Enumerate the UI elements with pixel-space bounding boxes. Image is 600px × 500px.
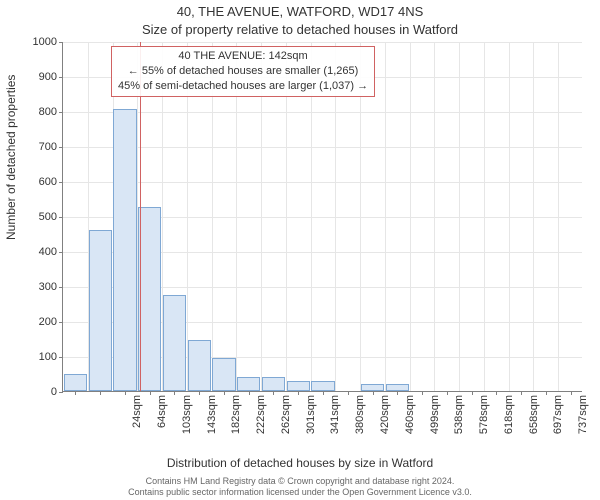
- ytick-label: 500: [39, 211, 63, 223]
- histogram-bar: [138, 207, 161, 391]
- xtick-mark: [323, 391, 324, 395]
- histogram-bar: [386, 384, 409, 391]
- xtick-mark: [273, 391, 274, 395]
- histogram-bar: [163, 295, 186, 391]
- xtick-mark: [249, 391, 250, 395]
- xtick-mark: [125, 391, 126, 395]
- histogram-bar: [188, 340, 211, 391]
- gridline-v: [484, 42, 485, 391]
- histogram-bar: [361, 384, 384, 391]
- histogram-bar: [89, 230, 112, 391]
- xtick-label: 737sqm: [577, 391, 589, 443]
- xtick-label: 64sqm: [156, 391, 168, 443]
- xtick-mark: [199, 391, 200, 395]
- histogram-bar: [113, 109, 136, 391]
- xtick-label: 143sqm: [206, 391, 218, 443]
- xtick-label: 697sqm: [552, 391, 564, 443]
- xtick-mark: [422, 391, 423, 395]
- xtick-mark: [100, 391, 101, 395]
- gridline-v: [434, 42, 435, 391]
- plot-area: 0100200300400500600700800900100024sqm64s…: [62, 42, 582, 392]
- xtick-label: 341sqm: [329, 391, 341, 443]
- chart-title-sub: Size of property relative to detached ho…: [0, 22, 600, 37]
- xtick-mark: [373, 391, 374, 395]
- ytick-label: 300: [39, 281, 63, 293]
- xtick-label: 103sqm: [181, 391, 193, 443]
- gridline-v: [509, 42, 510, 391]
- ytick-label: 200: [39, 316, 63, 328]
- xtick-mark: [447, 391, 448, 395]
- y-axis-label: Number of detached properties: [4, 75, 18, 240]
- xtick-mark: [496, 391, 497, 395]
- xtick-label: 420sqm: [379, 391, 391, 443]
- ytick-label: 1000: [33, 36, 63, 48]
- ytick-label: 0: [51, 386, 63, 398]
- gridline-v: [533, 42, 534, 391]
- xtick-mark: [397, 391, 398, 395]
- annotation-line-3: 45% of semi-detached houses are larger (…: [118, 79, 368, 94]
- histogram-bar: [311, 381, 334, 392]
- annotation-line-1: 40 THE AVENUE: 142sqm: [118, 49, 368, 64]
- xtick-label: 301sqm: [305, 391, 317, 443]
- histogram-bar: [237, 377, 260, 391]
- xtick-label: 618sqm: [503, 391, 515, 443]
- xtick-mark: [546, 391, 547, 395]
- xtick-mark: [174, 391, 175, 395]
- xtick-mark: [348, 391, 349, 395]
- xtick-label: 262sqm: [280, 391, 292, 443]
- xtick-mark: [472, 391, 473, 395]
- annotation-box: 40 THE AVENUE: 142sqm← 55% of detached h…: [111, 46, 375, 97]
- histogram-bar: [262, 377, 285, 391]
- histogram-bar: [212, 358, 235, 391]
- xtick-mark: [224, 391, 225, 395]
- annotation-line-2: ← 55% of detached houses are smaller (1,…: [118, 64, 368, 79]
- xtick-label: 222sqm: [255, 391, 267, 443]
- xtick-label: 578sqm: [478, 391, 490, 443]
- xtick-mark: [571, 391, 572, 395]
- chart-title-main: 40, THE AVENUE, WATFORD, WD17 4NS: [0, 4, 600, 19]
- xtick-mark: [298, 391, 299, 395]
- ytick-label: 600: [39, 176, 63, 188]
- xtick-mark: [75, 391, 76, 395]
- xtick-label: 499sqm: [429, 391, 441, 443]
- xtick-label: 658sqm: [528, 391, 540, 443]
- footer-attribution: Contains HM Land Registry data © Crown c…: [0, 476, 600, 499]
- footer-line-1: Contains HM Land Registry data © Crown c…: [0, 476, 600, 487]
- x-axis-label: Distribution of detached houses by size …: [0, 456, 600, 470]
- xtick-label: 538sqm: [453, 391, 465, 443]
- xtick-label: 24sqm: [131, 391, 143, 443]
- footer-line-2: Contains public sector information licen…: [0, 487, 600, 498]
- ytick-label: 900: [39, 71, 63, 83]
- xtick-label: 460sqm: [404, 391, 416, 443]
- gridline-v: [385, 42, 386, 391]
- xtick-label: 380sqm: [354, 391, 366, 443]
- xtick-label: 182sqm: [230, 391, 242, 443]
- gridline-v: [558, 42, 559, 391]
- ytick-label: 400: [39, 246, 63, 258]
- histogram-bar: [64, 374, 87, 392]
- gridline-v: [410, 42, 411, 391]
- ytick-label: 700: [39, 141, 63, 153]
- xtick-mark: [150, 391, 151, 395]
- gridline-v: [459, 42, 460, 391]
- xtick-mark: [521, 391, 522, 395]
- ytick-label: 100: [39, 351, 63, 363]
- histogram-bar: [287, 381, 310, 392]
- ytick-label: 800: [39, 106, 63, 118]
